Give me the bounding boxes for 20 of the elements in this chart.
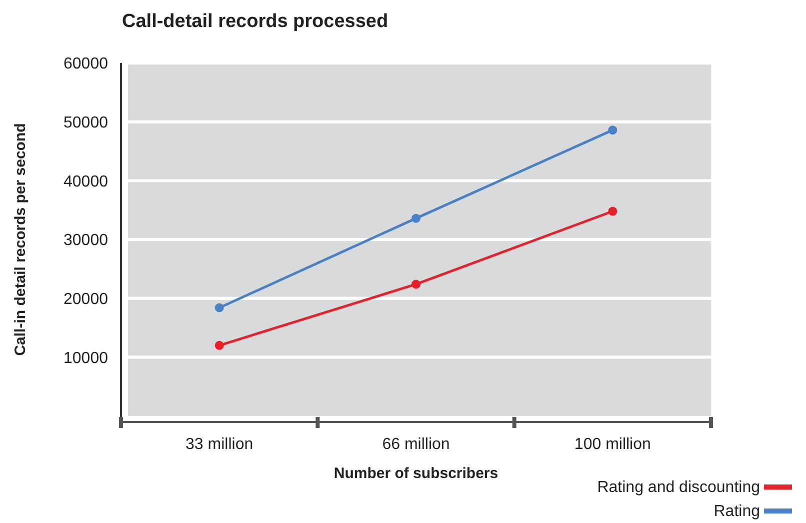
legend-label: Rating: [714, 503, 760, 520]
x-axis-title: Number of subscribers: [334, 465, 498, 482]
y-tick-label: 50000: [64, 114, 108, 132]
legend-label: Rating and discounting: [597, 479, 760, 496]
y-tick-label: 20000: [64, 290, 108, 308]
point: [608, 126, 618, 135]
point: [412, 280, 420, 289]
x-tick-label: 33 million: [186, 436, 254, 453]
point: [214, 340, 224, 350]
point: [608, 206, 618, 216]
y-tick-label: 30000: [64, 232, 108, 250]
y-tick-label: 60000: [64, 56, 108, 73]
y-tick-label: 10000: [64, 350, 108, 367]
chart-title: Call-detail records processed: [122, 11, 388, 32]
x-tick-label: 100 million: [574, 436, 651, 453]
point: [412, 214, 420, 223]
y-tick-label: 40000: [64, 173, 108, 190]
y-axis-title: Call-in detail records per second: [12, 123, 29, 356]
point: [214, 303, 224, 312]
x-tick-label: 66 million: [382, 436, 450, 453]
